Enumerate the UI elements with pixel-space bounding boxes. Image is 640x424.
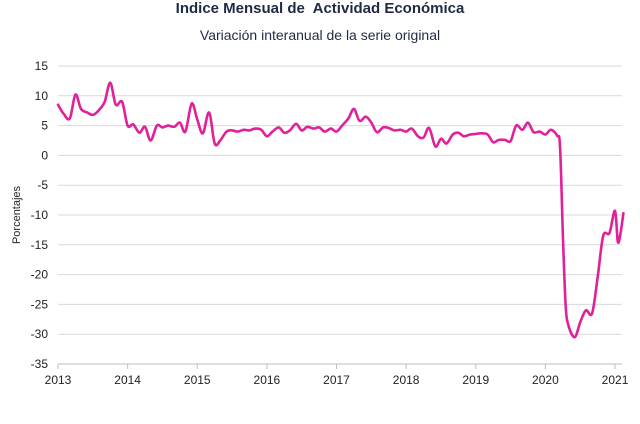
y-tick-label: 0 <box>41 148 48 162</box>
y-tick-label: 5 <box>41 119 48 133</box>
y-tick-label: -25 <box>31 297 49 311</box>
x-tick-label: 2015 <box>184 373 211 387</box>
y-tick-label: -20 <box>31 268 49 282</box>
x-tick-label: 2018 <box>393 373 420 387</box>
x-tick-label: 2013 <box>45 373 72 387</box>
y-tick-label: -30 <box>31 327 49 341</box>
y-tick-labels: 15 10 5 0 -5 -10 -15 -20 -25 -30 -35 <box>31 59 49 371</box>
x-tick-label: 2017 <box>323 373 350 387</box>
y-tick-label: -10 <box>31 208 49 222</box>
x-tick-label: 2020 <box>532 373 559 387</box>
y-axis-label: Porcentajes <box>11 185 23 244</box>
x-tick-label: 2021 <box>602 373 629 387</box>
y-tick-label: -5 <box>37 178 48 192</box>
chart-subtitle: Variación interanual de la serie origina… <box>199 27 441 43</box>
y-tick-label: 10 <box>35 89 49 103</box>
x-tick-labels: 2013 2014 2015 2016 2017 2018 2019 2020 2021 <box>45 364 629 387</box>
y-tick-label: 15 <box>35 59 49 73</box>
x-tick-label: 2014 <box>114 373 141 387</box>
chart-title: Indice Mensual de Actividad Económica <box>175 0 465 17</box>
grid-lines <box>58 65 622 365</box>
y-tick-label: -15 <box>31 238 49 252</box>
x-tick-label: 2016 <box>254 373 281 387</box>
x-tick-label: 2019 <box>462 373 489 387</box>
y-tick-label: -35 <box>31 357 49 371</box>
series-line <box>56 81 625 339</box>
